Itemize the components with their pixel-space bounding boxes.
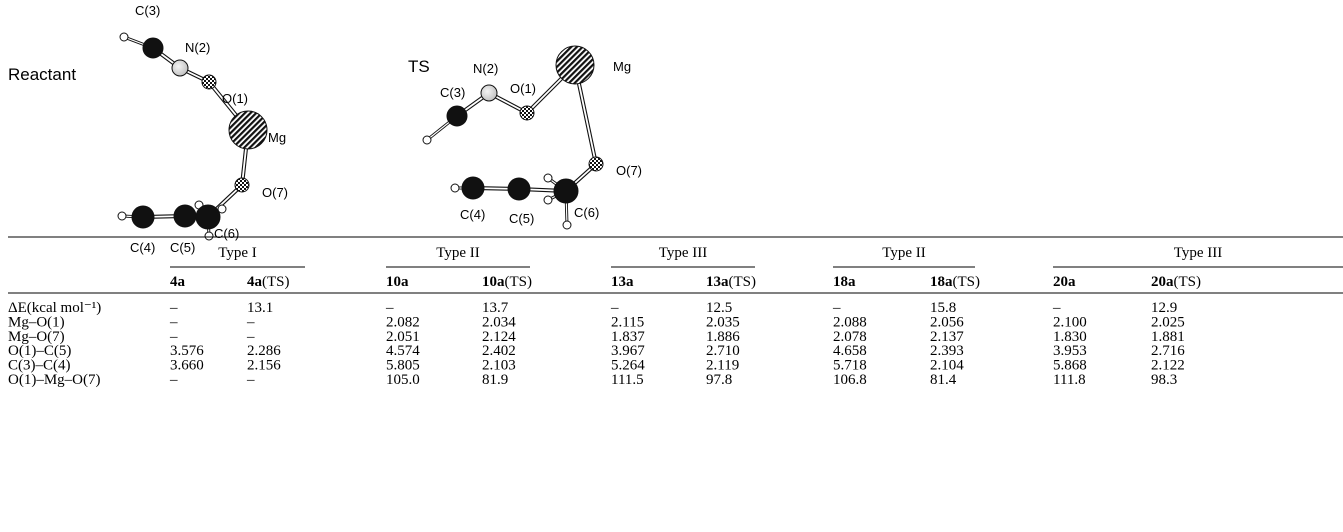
column-header: 10a — [386, 274, 409, 290]
cell: 81.9 — [482, 372, 508, 388]
group-header: Type II — [436, 245, 480, 261]
group-header: Type III — [1174, 245, 1223, 261]
column-id: 10a — [482, 274, 505, 290]
cell: 105.0 — [386, 372, 420, 388]
column-id: 4a — [247, 274, 263, 290]
row-label: O(1)–Mg–O(7) — [8, 372, 100, 388]
column-header: 13a(TS) — [706, 274, 756, 290]
atom-label: O(1) — [222, 91, 248, 106]
atom-label: C(4) — [460, 207, 485, 222]
atom-label: O(1) — [510, 81, 536, 96]
group-header: Type II — [882, 245, 926, 261]
hydrogen-atom — [563, 221, 571, 229]
column-header: 20a — [1053, 274, 1076, 290]
hydrogen-atom — [118, 212, 126, 220]
column-header: 4a(TS) — [247, 274, 290, 290]
group-header: Type III — [659, 245, 708, 261]
hydrogen-atom — [544, 174, 552, 182]
column-id: 20a — [1151, 274, 1174, 290]
column-suffix: (TS) — [1174, 274, 1202, 290]
page: Reactant C(3) N(2) O(1) Mg O(7) C(4) C(5) C(6) TS… — [0, 0, 1343, 532]
atom-label: C(5) — [170, 240, 195, 255]
cell: – — [246, 372, 255, 388]
cell: 111.5 — [611, 372, 644, 388]
hydrogen-atom — [423, 136, 431, 144]
cell: 98.3 — [1151, 372, 1177, 388]
column-id: 10a — [386, 274, 409, 290]
atom — [229, 111, 267, 149]
group-header: Type I — [218, 245, 257, 261]
column-header: 18a — [833, 274, 856, 290]
column-header: 20a(TS) — [1151, 274, 1201, 290]
panel-label: TS — [408, 57, 430, 76]
atom — [132, 206, 154, 228]
atom — [172, 60, 188, 76]
cell: 81.4 — [930, 372, 957, 388]
atom — [462, 177, 484, 199]
atom-label: N(2) — [185, 40, 210, 55]
hydrogen-atom — [451, 184, 459, 192]
column-header: 18a(TS) — [930, 274, 980, 290]
column-header: 4a — [170, 274, 186, 290]
column-id: 20a — [1053, 274, 1076, 290]
column-header: 13a — [611, 274, 634, 290]
atom-label: C(6) — [574, 205, 599, 220]
figure-page: Reactant C(3) N(2) O(1) Mg O(7) C(4) C(5) C(6) TS… — [0, 0, 1343, 532]
hydrogen-atom — [120, 33, 128, 41]
atom — [520, 106, 534, 120]
cell: 97.8 — [706, 372, 732, 388]
atom — [508, 178, 530, 200]
atom-label: O(7) — [262, 185, 288, 200]
cell: 111.8 — [1053, 372, 1086, 388]
column-suffix: (TS) — [729, 274, 757, 290]
atom-label: Mg — [268, 130, 286, 145]
hydrogen-atom — [205, 232, 213, 240]
column-id: 18a — [930, 274, 953, 290]
atom — [447, 106, 467, 126]
column-suffix: (TS) — [505, 274, 533, 290]
atom-label: O(7) — [616, 163, 642, 178]
atom — [554, 179, 578, 203]
column-id: 13a — [611, 274, 634, 290]
column-header: 10a(TS) — [482, 274, 532, 290]
atom — [235, 178, 249, 192]
atom — [481, 85, 497, 101]
atom — [589, 157, 603, 171]
cell: 106.8 — [833, 372, 867, 388]
column-suffix: (TS) — [953, 274, 981, 290]
atom-label: Mg — [613, 59, 631, 74]
panel-label: Reactant — [8, 65, 76, 84]
atom-label: C(3) — [440, 85, 465, 100]
atom-label: C(4) — [130, 240, 155, 255]
molecule-figure: Reactant C(3) N(2) O(1) Mg O(7) C(4) C(5) C(6) TS… — [8, 3, 642, 255]
cell: – — [169, 372, 178, 388]
column-id: 4a — [170, 274, 186, 290]
atom-label: C(3) — [135, 3, 160, 18]
atom-label: N(2) — [473, 61, 498, 76]
hydrogen-atom — [544, 196, 552, 204]
atom-label: C(6) — [214, 226, 239, 241]
atom-label: C(5) — [509, 211, 534, 226]
atom — [174, 205, 196, 227]
atom — [556, 46, 594, 84]
column-suffix: (TS) — [262, 274, 290, 290]
atom — [202, 75, 216, 89]
column-id: 13a — [706, 274, 729, 290]
atom — [143, 38, 163, 58]
column-id: 18a — [833, 274, 856, 290]
